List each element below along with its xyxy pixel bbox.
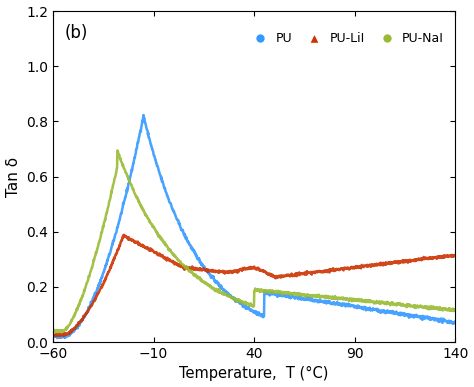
Text: (b): (b)	[65, 24, 89, 42]
Legend: PU, PU-LiI, PU-NaI: PU, PU-LiI, PU-NaI	[243, 27, 449, 50]
Y-axis label: Tan δ: Tan δ	[6, 156, 20, 197]
X-axis label: Temperature,  T (°C): Temperature, T (°C)	[180, 366, 329, 382]
